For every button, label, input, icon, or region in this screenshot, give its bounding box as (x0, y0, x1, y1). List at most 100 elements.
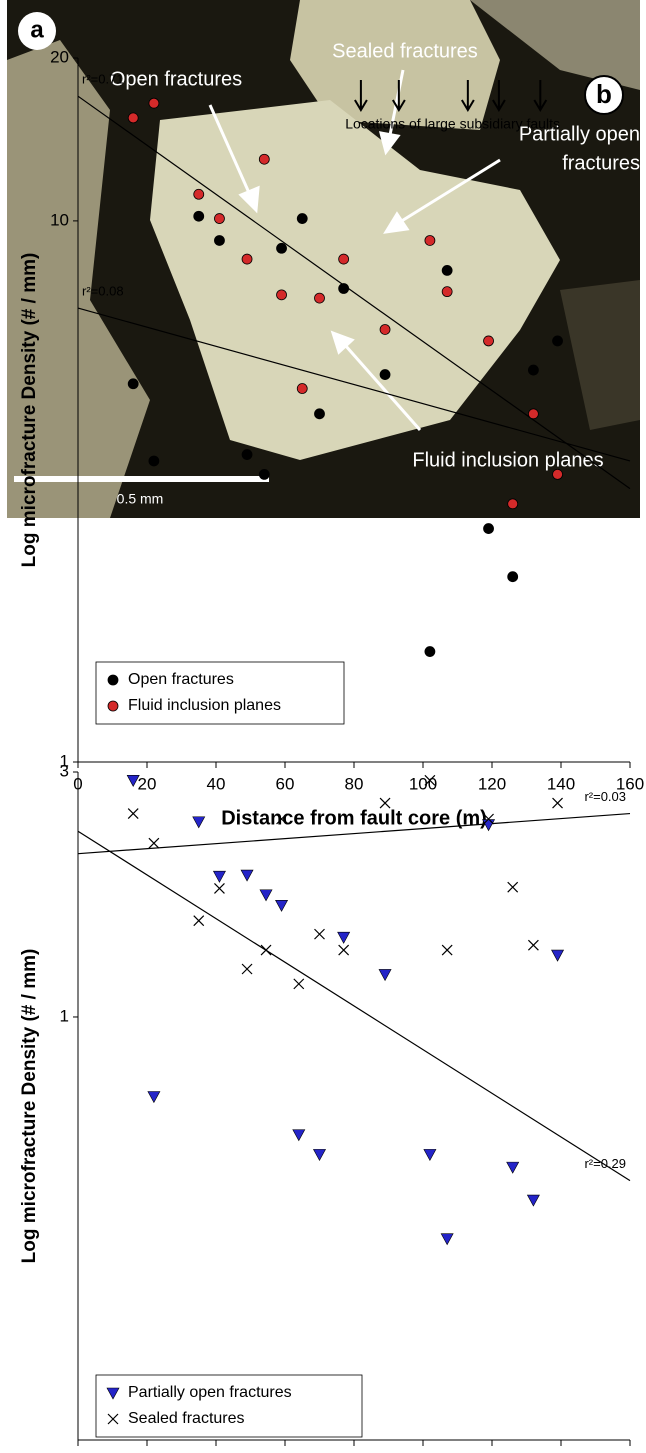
grain (560, 280, 640, 430)
point (259, 889, 273, 902)
point (440, 1233, 454, 1246)
scale-bar (14, 476, 269, 482)
point (193, 210, 205, 222)
fault-arrow (354, 80, 368, 112)
legend-box (95, 661, 345, 725)
panel-label: b (596, 79, 612, 109)
x-tick-label: 160 (616, 774, 644, 793)
trendline (77, 830, 631, 1182)
trendline (77, 812, 631, 855)
point (441, 944, 453, 956)
point (483, 813, 494, 825)
point (127, 378, 139, 390)
point (193, 915, 205, 927)
trendline-label: r²=0.71 (82, 72, 124, 87)
point (241, 963, 253, 975)
point (214, 213, 225, 224)
point (312, 1149, 327, 1161)
legend-label: Sealed fractures (128, 1410, 245, 1427)
y-tick-label: 3 (60, 761, 69, 780)
point (212, 870, 226, 883)
photo-label: Fluid inclusion planes (412, 449, 603, 471)
fault-arrow (533, 80, 548, 112)
point (296, 213, 308, 224)
y-tick-label: 10 (50, 210, 69, 229)
y-axis-title: Log microfracture Density (# / mm) (19, 253, 40, 568)
photo-panel: a Open fractures Sealed fractures Partia… (7, 0, 640, 518)
point (528, 364, 539, 376)
point (292, 1129, 306, 1142)
point (276, 289, 287, 301)
legend-label: Fluid inclusion planes (128, 697, 281, 714)
trendline-label: r²=0.29 (584, 1156, 626, 1171)
point (551, 949, 565, 962)
x-tick-label: 40 (207, 774, 226, 793)
legend-marker (107, 1413, 119, 1425)
trendline (77, 95, 631, 490)
point (507, 498, 519, 510)
point (423, 1149, 437, 1161)
point (338, 253, 350, 265)
point (483, 523, 494, 534)
point (379, 797, 391, 809)
trendline-label: r²=0.03 (584, 789, 626, 804)
point (258, 469, 270, 480)
photo-label: Partially open (519, 123, 640, 145)
photo-label: Open fractures (110, 68, 242, 90)
x-tick-label: 20 (138, 774, 157, 793)
panel-label-badge (18, 12, 56, 50)
point (127, 808, 139, 819)
legend-marker (107, 674, 119, 686)
point (214, 235, 225, 246)
point (275, 900, 289, 912)
x-tick-label: 120 (478, 774, 506, 793)
point (506, 1161, 520, 1174)
fault-arrow (391, 80, 406, 112)
point (552, 335, 563, 347)
point (338, 283, 350, 294)
legend-marker (106, 1387, 120, 1400)
arrows (208, 69, 501, 431)
x-tick-label: 100 (409, 774, 437, 793)
point (441, 265, 453, 276)
point (193, 188, 205, 200)
fault-arrow (492, 80, 506, 112)
point (241, 253, 253, 265)
grain (290, 0, 500, 130)
point (241, 449, 253, 460)
photo-label: fractures (562, 152, 640, 174)
point (314, 292, 325, 304)
legend-box (95, 1374, 363, 1438)
panel-label-badge (584, 75, 624, 115)
panel-label: a (30, 16, 44, 43)
point (192, 816, 206, 829)
point (338, 944, 350, 956)
y-tick-label: 20 (50, 47, 69, 66)
y-tick-label: 1 (60, 1006, 69, 1025)
x-tick-label: 80 (345, 774, 364, 793)
point (441, 286, 453, 298)
legend-label: Partially open fractures (128, 1384, 292, 1401)
point (507, 881, 519, 893)
photo-label: Sealed fractures (332, 40, 478, 62)
x-axis-title: Distance from fault core (m) (221, 807, 487, 829)
point (314, 408, 325, 420)
point (127, 112, 139, 124)
point (527, 939, 539, 951)
annotation: Locations of large subsidiary faults (345, 116, 560, 132)
point (337, 931, 351, 944)
point (276, 242, 287, 254)
point (379, 324, 391, 335)
point (552, 797, 563, 809)
point (378, 969, 392, 982)
trendline (77, 307, 631, 462)
point (483, 335, 494, 347)
grain (470, 0, 640, 90)
point (314, 928, 325, 940)
point (507, 571, 519, 583)
point (293, 978, 305, 990)
point (126, 775, 140, 787)
